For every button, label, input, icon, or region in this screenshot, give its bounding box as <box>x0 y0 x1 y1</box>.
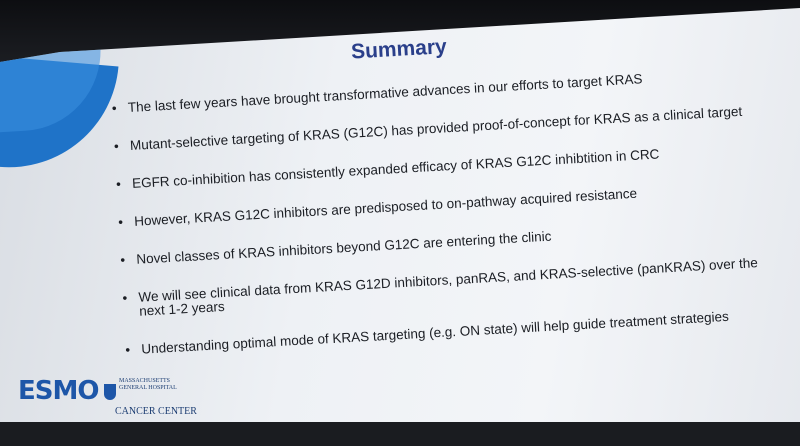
mgh-logo-text: MASSACHUSETTS GENERAL HOSPITAL <box>119 378 177 391</box>
bullet-dot-icon: • <box>124 342 131 358</box>
bullet-dot-icon: • <box>113 138 120 154</box>
bullet-item: • We will see clinical data from KRAS G12… <box>122 255 759 319</box>
mgh-shield-icon <box>104 384 116 400</box>
esmo-logo: ESMO <box>18 376 99 406</box>
bullet-list: • The last few years have brought transfo… <box>111 66 767 381</box>
bullet-dot-icon: • <box>115 176 122 192</box>
bullet-dot-icon: • <box>117 214 124 230</box>
slide-title: Summary <box>350 35 448 64</box>
logo-area: ESMO MASSACHUSETTS GENERAL HOSPITAL CANC… <box>18 372 238 422</box>
bullet-item: • Understanding optimal mode of KRAS targ… <box>124 308 730 358</box>
bullet-item: • However, KRAS G12C inhibitors are predi… <box>117 185 638 230</box>
bullet-dot-icon: • <box>111 100 118 116</box>
bullet-item: • EGFR co-inhibition has consistently exp… <box>115 146 660 192</box>
bullet-dot-icon: • <box>122 290 128 306</box>
cancer-center-label: CANCER CENTER <box>115 406 197 417</box>
presentation-slide: Summary • The last few years have brought… <box>0 8 800 422</box>
bullet-dot-icon: • <box>119 252 126 268</box>
